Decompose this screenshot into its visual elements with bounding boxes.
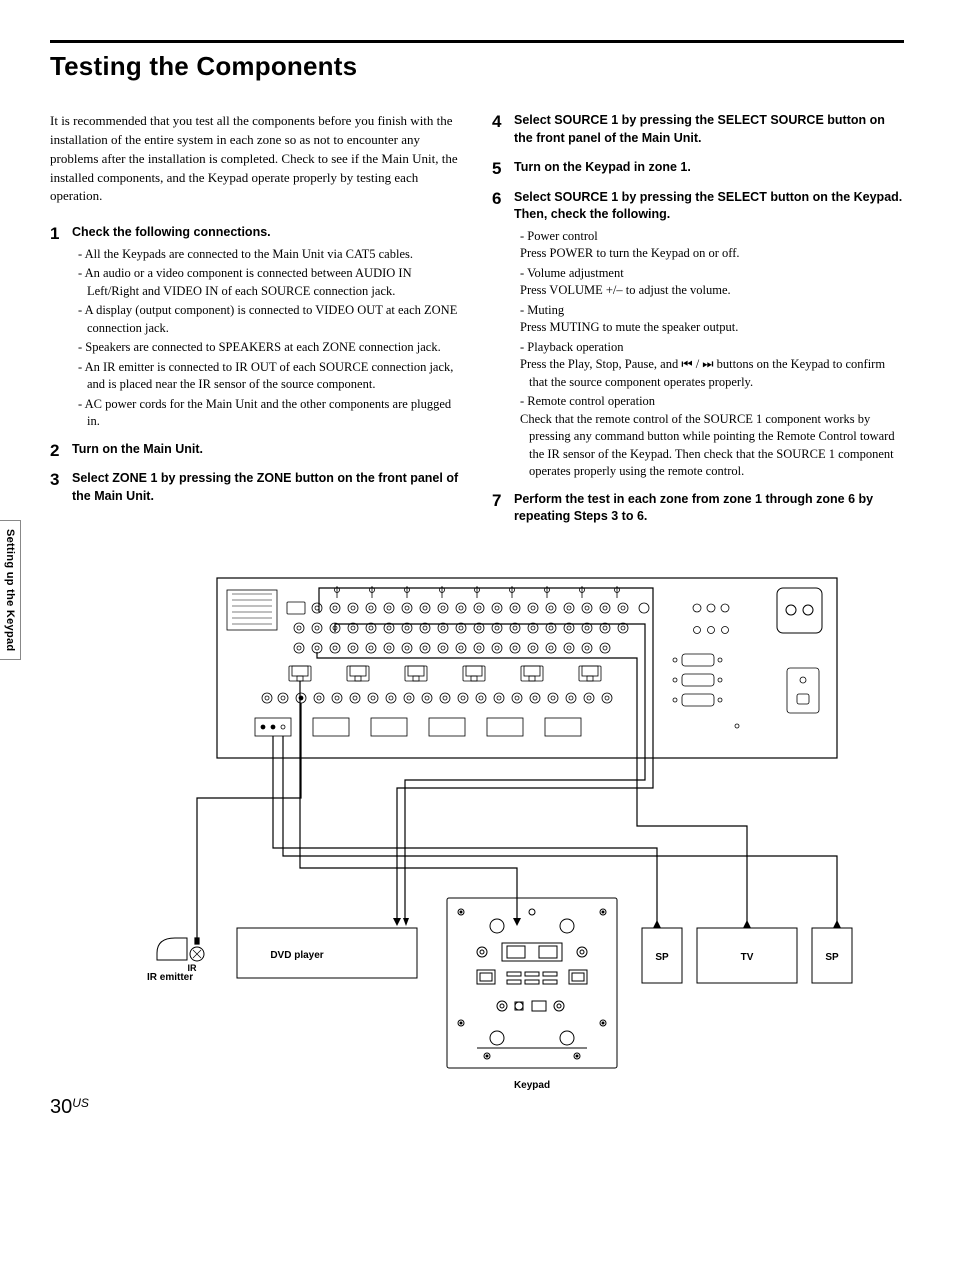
bullet: Power control Press POWER to turn the Ke…: [520, 228, 904, 263]
section-tab: Setting up the Keypad: [0, 520, 21, 660]
tv-label: TV: [741, 952, 754, 963]
step-heading: Perform the test in each zone from zone …: [514, 491, 904, 526]
step-5: 5 Turn on the Keypad in zone 1.: [492, 159, 904, 181]
ir-emitter-label: IR emitter: [147, 972, 193, 983]
sp-right-label: SP: [825, 952, 839, 963]
item-desc: Press MUTING to mute the speaker output.: [529, 319, 904, 337]
step-heading: Select ZONE 1 by pressing the ZONE butto…: [72, 470, 462, 505]
bullet: Playback operation Press the Play, Stop,…: [520, 339, 904, 392]
step-4: 4 Select SOURCE 1 by pressing the SELECT…: [492, 112, 904, 151]
item-title: Power control: [527, 229, 597, 243]
page-num: 30: [50, 1096, 72, 1118]
step-number: 4: [492, 112, 514, 132]
step-number: 2: [50, 441, 72, 461]
bullet: Remote control operation Check that the …: [520, 393, 904, 481]
page-title: Testing the Components: [50, 51, 904, 82]
keypad-label: Keypad: [514, 1080, 550, 1091]
step-number: 3: [50, 470, 72, 490]
step-heading: Turn on the Main Unit.: [72, 441, 462, 459]
step-1: 1 Check the following connections. All t…: [50, 224, 462, 433]
bullet: Muting Press MUTING to mute the speaker …: [520, 302, 904, 337]
step-2: 2 Turn on the Main Unit.: [50, 441, 462, 463]
sp-left-label: SP: [655, 952, 669, 963]
item-title: Muting: [527, 303, 564, 317]
step-7: 7 Perform the test in each zone from zon…: [492, 491, 904, 530]
step-1-bullets: All the Keypads are connected to the Mai…: [72, 246, 462, 431]
bullet: An IR emitter is connected to IR OUT of …: [78, 359, 462, 394]
dvd-label: DVD player: [270, 950, 323, 961]
step-number: 5: [492, 159, 514, 179]
step-number: 7: [492, 491, 514, 511]
item-title: Remote control operation: [527, 394, 655, 408]
item-desc: Check that the remote control of the SOU…: [529, 411, 904, 481]
connection-diagram: IR IR emitter DVD player: [50, 568, 904, 1113]
step-heading: Select SOURCE 1 by pressing the SELECT b…: [514, 189, 904, 224]
step-number: 1: [50, 224, 72, 244]
step-number: 6: [492, 189, 514, 209]
item-desc: Press POWER to turn the Keypad on or off…: [529, 245, 904, 263]
bullet: An audio or a video component is connect…: [78, 265, 462, 300]
step-heading: Select SOURCE 1 by pressing the SELECT S…: [514, 112, 904, 147]
title-bar: Testing the Components: [50, 40, 904, 82]
step-6-items: Power control Press POWER to turn the Ke…: [514, 228, 904, 481]
intro-paragraph: It is recommended that you test all the …: [50, 112, 462, 206]
step-heading: Turn on the Keypad in zone 1.: [514, 159, 904, 177]
left-column: It is recommended that you test all the …: [50, 112, 462, 538]
bullet: Speakers are connected to SPEAKERS at ea…: [78, 339, 462, 357]
step-3: 3 Select ZONE 1 by pressing the ZONE but…: [50, 470, 462, 509]
bullet: Volume adjustment Press VOLUME +/– to ad…: [520, 265, 904, 300]
right-column: 4 Select SOURCE 1 by pressing the SELECT…: [492, 112, 904, 538]
step-6: 6 Select SOURCE 1 by pressing the SELECT…: [492, 189, 904, 483]
item-title: Volume adjustment: [527, 266, 624, 280]
content-columns: It is recommended that you test all the …: [50, 112, 904, 538]
bullet: All the Keypads are connected to the Mai…: [78, 246, 462, 264]
item-title: Playback operation: [527, 340, 623, 354]
page-region: US: [72, 1096, 89, 1110]
step-heading: Check the following connections.: [72, 224, 462, 242]
bullet: AC power cords for the Main Unit and the…: [78, 396, 462, 431]
bullet: A display (output component) is connecte…: [78, 302, 462, 337]
item-desc: Press the Play, Stop, Pause, and ⏮ / ⏭ b…: [529, 356, 904, 391]
page-number: 30US: [50, 1096, 89, 1119]
item-desc: Press VOLUME +/– to adjust the volume.: [529, 282, 904, 300]
